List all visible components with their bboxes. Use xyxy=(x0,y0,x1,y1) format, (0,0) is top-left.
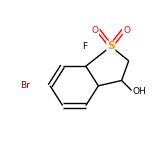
Text: O: O xyxy=(123,26,130,35)
Text: F: F xyxy=(83,42,88,51)
Text: OH: OH xyxy=(132,87,146,96)
Text: Br: Br xyxy=(21,81,30,90)
Text: S: S xyxy=(107,41,115,52)
Text: O: O xyxy=(91,26,98,35)
